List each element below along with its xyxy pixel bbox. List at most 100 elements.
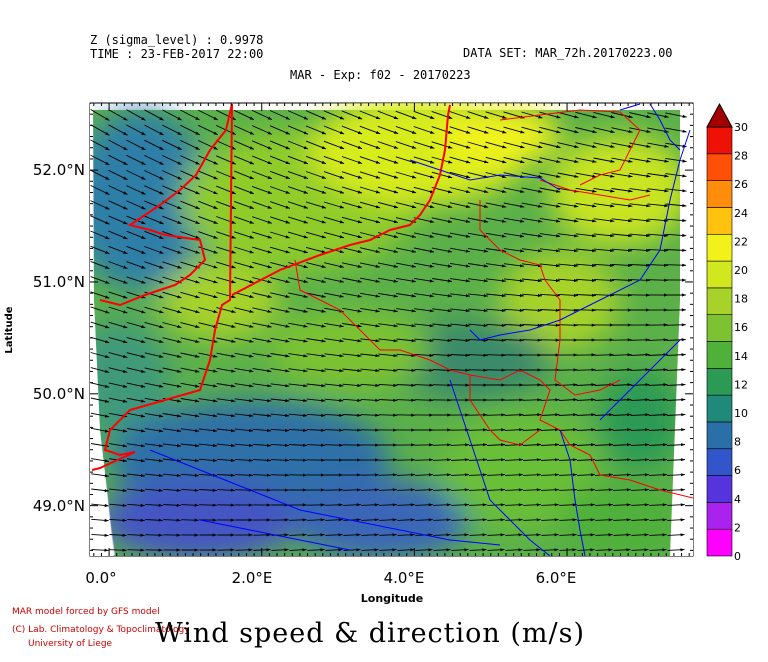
wind-arrow-head [357,279,362,283]
wind-arrow-head [465,264,470,268]
wind-arrow-head [302,533,307,537]
wind-arrow-head [249,190,254,194]
wind-arrow-head [393,264,398,268]
wind-arrow-head [555,323,560,327]
wind-arrow-head [446,548,451,552]
wind-arrow-head [231,220,236,224]
lon-tick-label-6: 6.0°E [536,569,577,587]
wind-arrow-head [122,474,127,478]
wind-arrow-head [285,235,290,239]
wind-arrow-head [374,503,379,507]
wind-arrow-head [104,489,109,493]
wind-arrow-head [590,503,595,507]
wind-arrow-head [573,428,578,432]
wind-arrow-head [663,383,668,387]
wind-arrow-head [448,130,453,134]
wind-arrow-head [681,383,686,387]
wind-arrow-head [248,548,253,552]
wind-arrow-head [375,130,381,134]
wind-arrow-head [140,414,146,418]
wind-arrow-head [231,265,236,269]
wind-arrow-head [536,458,541,462]
wind-arrow-head [374,488,379,492]
wind-arrow-head [429,234,434,238]
wind-arrow-head [303,205,308,209]
wind-arrow-head [231,146,236,150]
wind-arrow-head [195,161,200,165]
wind-arrow-head [502,175,507,179]
wind-arrow-head [538,115,543,119]
wind-arrow-head [662,503,667,507]
wind-arrow-head [411,413,416,417]
wind-arrow-head [321,339,326,343]
wind-arrow-head [285,324,290,328]
wind-arrow-head [122,518,127,522]
wind-arrow-head [303,413,308,417]
wind-arrow-head [501,383,506,387]
wind-arrow-head [231,295,236,299]
wind-arrow-head [158,503,163,507]
wind-arrow-head [429,413,434,417]
wind-arrow-head [411,279,416,283]
wind-arrow-head [500,533,505,537]
wind-arrow-head [158,488,163,492]
wind-arrow-head [591,323,596,327]
wind-arrow-head [357,131,363,134]
wind-arrow-head [158,444,163,448]
wind-arrow-head [664,248,669,252]
wind-arrow-head [680,458,685,462]
wind-arrow-head [195,205,200,209]
wind-arrow-head [429,279,434,283]
wind-arrow-head [518,488,523,492]
colorbar-label: 6 [734,464,741,477]
wind-arrow-head [411,205,417,209]
experiment-label: MAR - Exp: f02 - 20170223 [290,68,471,82]
wind-arrow-head [285,369,290,373]
wind-arrow-head [177,176,182,180]
wind-arrow-head [123,191,128,195]
wind-arrow-head [448,160,453,164]
wind-arrow-head [338,548,343,552]
wind-arrow-head [645,353,650,357]
wind-arrow-head [357,428,362,432]
wind-arrow-head [664,233,669,238]
wind-arrow-head [447,234,453,238]
wind-arrow-head [339,369,344,373]
wind-arrow-head [321,160,326,164]
wind-arrow-head [122,444,127,448]
wind-arrow-head [644,548,649,552]
wind-arrow-head [375,249,380,253]
wind-arrow-head [592,249,597,253]
wind-arrow-head [159,295,164,299]
wind-arrow-head [466,145,471,149]
wind-arrow-head [483,309,488,313]
wind-arrow-head [536,548,541,552]
wind-arrow-head [410,548,415,552]
wind-arrow-head [682,248,687,252]
wind-arrow-head [374,518,379,522]
wind-arrow-head [141,250,146,254]
wind-arrow-head [375,428,380,432]
wind-arrow-head [555,383,560,387]
wind-arrow-head [682,278,686,282]
wind-arrow-head [501,353,506,357]
wind-arrow-head [681,323,686,327]
wind-arrow-head [339,220,344,224]
wind-arrow-head [339,235,344,239]
wind-arrow-head [537,398,542,402]
wind-arrow-head [195,354,200,358]
wind-arrow-head [249,443,254,447]
wind-arrow-head [411,294,416,298]
wind-arrow-head [141,325,146,329]
wind-arrow-head [573,308,578,312]
wind-arrow-head [284,533,289,537]
wind-arrow-head [159,131,164,135]
wind-arrow-head [122,429,128,433]
colorbar-label: 8 [734,436,741,449]
wind-arrow-head [591,383,596,387]
wind-arrow-head [212,473,217,477]
colorbar-segment [706,153,733,181]
wind-arrow-head [627,443,632,447]
